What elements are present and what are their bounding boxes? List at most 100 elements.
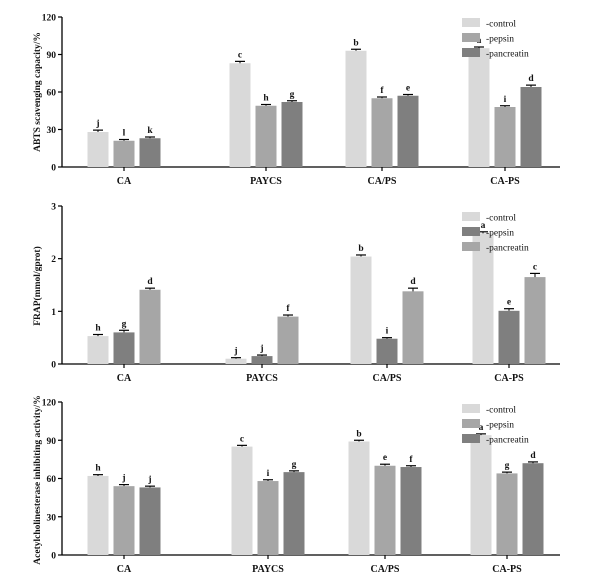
legend-label: -control (486, 406, 516, 416)
significance-label: f (409, 455, 413, 465)
significance-label: d (410, 277, 416, 287)
y-tick-label: 60 (47, 475, 57, 485)
significance-label: e (383, 453, 387, 463)
significance-label: d (530, 451, 536, 461)
y-tick-label: 2 (51, 255, 56, 265)
bar-control-caps (468, 48, 490, 167)
bar-pepsin-paycs (251, 356, 273, 364)
bar-pepsin-caps (374, 465, 396, 555)
chart-panel-3: Acetylcholinesterase inhibiting activity… (33, 395, 560, 575)
legend-swatch (462, 434, 480, 443)
bar-control-ca (87, 132, 109, 167)
significance-label: f (286, 304, 290, 314)
legend-swatch (462, 227, 480, 236)
bar-control-ca (87, 475, 109, 555)
y-axis-label: Acetylcholinesterase inhibiting activity… (33, 395, 43, 564)
bar-pancreatin-paycs (283, 472, 305, 555)
x-tick-label: CA/PS (371, 564, 400, 575)
significance-label: g (122, 319, 127, 329)
bar-pancreatin-ca (139, 289, 161, 364)
legend-label: -control (486, 214, 516, 224)
chart-panel-2: FRAP(mmol/gprot) 0 1 2 3 CA PAYCS CA/PS CA-PS h j b… (32, 203, 560, 384)
bar-pancreatin-caps (400, 467, 422, 555)
bar-control-caps (472, 233, 494, 364)
x-tick-label: CA-PS (490, 176, 520, 187)
significance-label: c (238, 50, 242, 60)
bar-pancreatin-ca (139, 487, 161, 555)
legend-swatch (462, 242, 480, 251)
y-tick-label: 90 (47, 437, 57, 447)
bar-pancreatin-paycs (277, 316, 299, 364)
bar-pepsin-caps (498, 310, 520, 364)
bar-pancreatin-caps (520, 87, 542, 167)
significance-label: g (290, 90, 295, 100)
legend-swatch (462, 404, 480, 413)
significance-label: a (479, 423, 484, 433)
y-tick-label: 120 (42, 14, 57, 24)
significance-label: g (292, 460, 297, 470)
bar-pepsin-ca (113, 486, 135, 555)
bar-control-caps (470, 435, 492, 555)
y-tick-label: 0 (51, 164, 56, 174)
significance-label: e (507, 298, 511, 308)
significance-label: e (406, 84, 410, 94)
legend-swatch (462, 419, 480, 428)
bar-pepsin-paycs (257, 481, 279, 555)
y-tick-label: 120 (42, 399, 57, 409)
bar-pancreatin-caps (402, 291, 424, 364)
significance-label: j (121, 474, 125, 484)
legend-swatch (462, 18, 480, 27)
significance-label: k (147, 126, 153, 136)
significance-label: i (504, 95, 507, 105)
bar-pancreatin-caps (397, 95, 419, 167)
y-tick-label: 0 (51, 361, 56, 371)
y-tick-label: 90 (47, 51, 57, 61)
y-axis-label: FRAP(mmol/gprot) (32, 246, 43, 326)
bar-pancreatin-caps (524, 277, 546, 364)
legend-label: -pepsin (486, 35, 514, 45)
legend-swatch (462, 48, 480, 57)
significance-label: j (259, 344, 263, 354)
bar-pancreatin-paycs (281, 102, 303, 167)
bar-pepsin-paycs (255, 105, 277, 167)
y-tick-label: 30 (47, 513, 57, 523)
y-tick-label: 3 (51, 203, 56, 213)
x-tick-label: CA-PS (492, 564, 522, 575)
bar-control-caps (345, 50, 367, 167)
significance-label: g (505, 461, 510, 471)
significance-label: c (240, 434, 244, 444)
significance-label: j (95, 119, 99, 129)
y-axis-label: ABTS scavenging capacity/% (33, 32, 43, 152)
significance-label: h (95, 324, 101, 334)
significance-label: i (386, 327, 389, 337)
significance-label: f (380, 86, 384, 96)
significance-label: d (528, 74, 534, 84)
legend-label: -pancreatin (486, 244, 529, 254)
significance-label: l (123, 129, 126, 139)
bar-control-paycs (229, 63, 251, 167)
significance-label: j (233, 347, 237, 357)
legend-label: -pepsin (486, 229, 514, 239)
x-tick-label: PAYCS (246, 373, 278, 384)
significance-label: d (147, 277, 153, 287)
y-tick-label: 60 (47, 89, 57, 99)
significance-label: a (481, 221, 486, 231)
bar-pepsin-caps (496, 473, 518, 555)
bar-pepsin-ca (113, 332, 135, 364)
significance-label: h (263, 94, 269, 104)
bar-pepsin-caps (376, 338, 398, 364)
legend-label: -control (486, 20, 516, 30)
y-tick-label: 0 (51, 552, 56, 562)
y-tick-label: 30 (47, 126, 57, 136)
significance-label: b (356, 429, 361, 439)
significance-label: b (353, 38, 358, 48)
x-tick-label: PAYCS (252, 564, 284, 575)
x-tick-label: PAYCS (250, 176, 282, 187)
bar-control-paycs (225, 358, 247, 364)
bar-pancreatin-ca (139, 138, 161, 167)
x-tick-label: CA (117, 564, 132, 575)
chart-panel-1: ABTS scavenging capacity/% 0 30 60 90 120 CA PA… (33, 14, 560, 187)
y-tick-label: 1 (51, 308, 56, 318)
x-tick-label: CA/PS (368, 176, 397, 187)
